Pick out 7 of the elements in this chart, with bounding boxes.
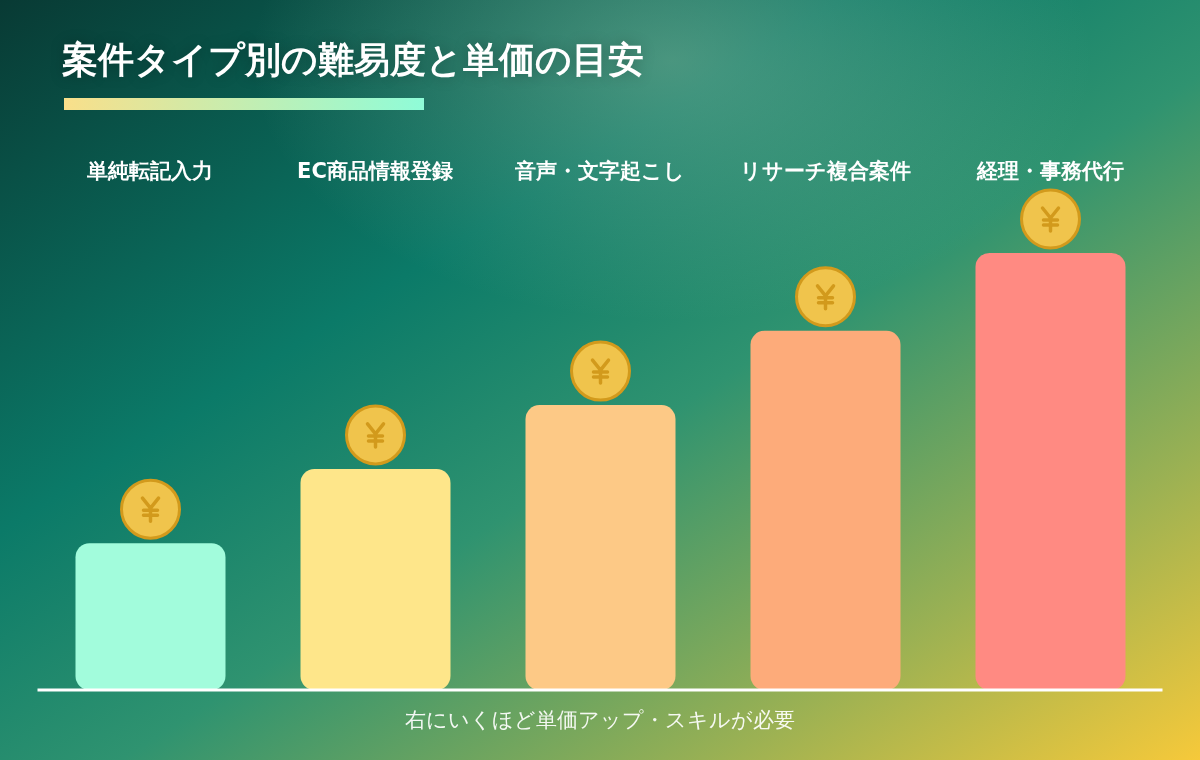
text: 右にいくほど単価アップ・スキルが必要 (404, 707, 796, 734)
x-tick-label: 経理・事務代行 (975, 159, 1124, 183)
x-tick-label: EC商品情報登録 (297, 159, 453, 183)
x-tick-label: 音声・文字起こし (514, 159, 685, 183)
x-tick-label: 単純転記入力 (86, 159, 213, 183)
x-tick-label: リサーチ複合案件 (739, 159, 911, 183)
chart-title: 案件タイプ別の難易度と単価の目安 (62, 38, 644, 82)
